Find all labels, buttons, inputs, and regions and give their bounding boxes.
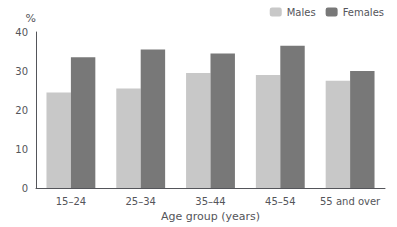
svg-text:35–44: 35–44 [195, 196, 225, 207]
svg-text:Age group (years): Age group (years) [161, 210, 260, 223]
svg-text:0: 0 [22, 183, 28, 194]
svg-text:30: 30 [15, 66, 28, 77]
svg-text:40: 40 [15, 27, 28, 38]
svg-text:10: 10 [15, 144, 28, 155]
svg-text:25–34: 25–34 [125, 196, 155, 207]
svg-text:%: % [26, 12, 36, 25]
svg-text:45–54: 45–54 [265, 196, 295, 207]
svg-text:20: 20 [15, 105, 28, 116]
svg-text:Males: Males [287, 7, 316, 18]
svg-text:15–24: 15–24 [56, 196, 86, 207]
svg-text:55 and over: 55 and over [320, 196, 381, 207]
svg-text:Females: Females [343, 7, 384, 18]
